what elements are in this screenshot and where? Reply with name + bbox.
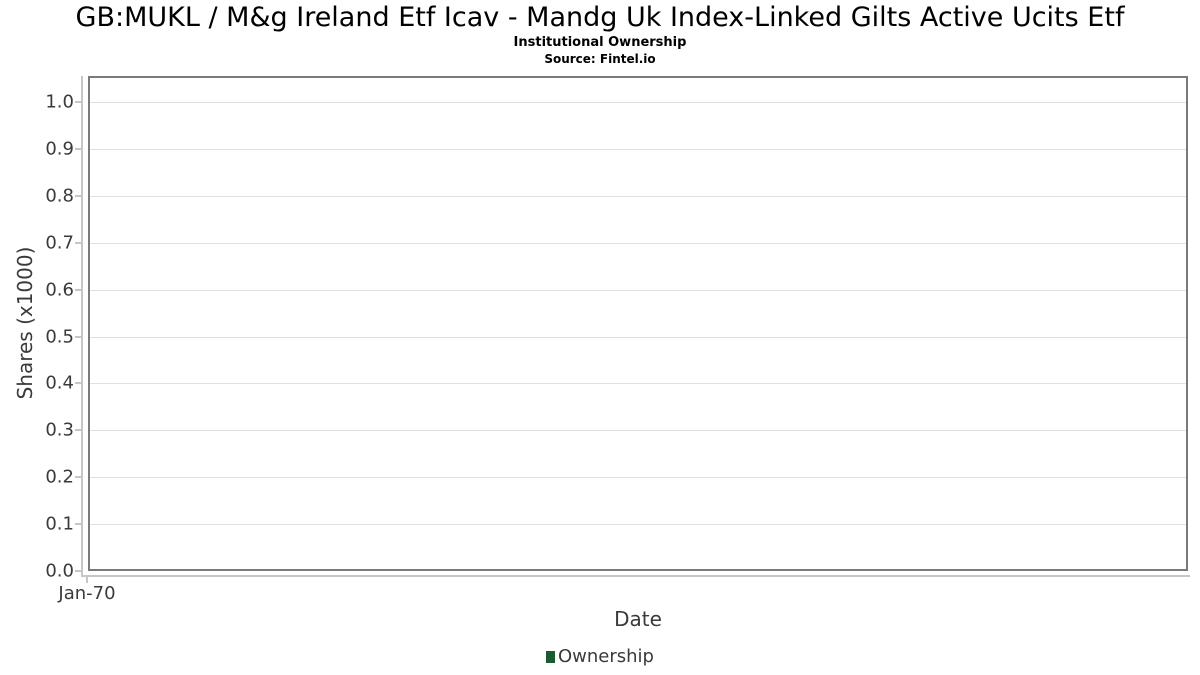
y-tick-label: 0.6 [45, 279, 74, 301]
gridline [90, 383, 1186, 385]
x-axis-title: Date [614, 607, 662, 631]
y-axis-line [81, 76, 83, 577]
y-tick-mark [75, 241, 81, 244]
y-tick-mark [75, 429, 81, 432]
y-tick-label: 0.8 [45, 185, 74, 207]
y-tick-label: 0.0 [45, 560, 74, 582]
gridline [90, 477, 1186, 479]
legend-marker-square [546, 650, 555, 663]
legend-label: Ownership [558, 646, 654, 667]
x-axis-line [81, 575, 1190, 577]
y-tick-mark [75, 523, 81, 526]
y-tick-mark [75, 570, 81, 572]
chart-title: GB:MUKL / M&g Ireland Etf Icav - Mandg U… [75, 2, 1125, 33]
y-tick-mark [75, 194, 81, 197]
y-tick-label: 0.9 [45, 138, 74, 160]
y-tick-label: 0.3 [45, 419, 74, 441]
y-tick-label: 0.1 [45, 513, 74, 535]
gridline [90, 524, 1186, 526]
chart-source: Source: Fintel.io [544, 52, 656, 66]
y-axis: 1.0 0.9 0.8 0.7 0.6 0.5 0.4 0.3 0.2 0.1 0.0 [0, 76, 88, 582]
plot-area [88, 76, 1188, 571]
y-tick-label: 0.7 [45, 232, 74, 254]
y-tick-label: 0.4 [45, 372, 74, 394]
gridline [90, 242, 1186, 244]
y-tick-mark [75, 147, 81, 150]
gridline [90, 336, 1186, 338]
gridline [90, 102, 1186, 103]
gridline [90, 289, 1186, 291]
y-tick-label: 1.0 [45, 91, 74, 113]
x-tick-label: Jan-70 [58, 583, 116, 604]
y-axis-title: Shares (x1000) [13, 246, 37, 400]
y-tick-label: 0.2 [45, 466, 74, 488]
y-tick-mark [75, 335, 81, 338]
gridline [90, 148, 1186, 150]
x-tick-mark [86, 577, 88, 583]
legend: Ownership [0, 646, 1200, 667]
y-tick-mark [75, 382, 81, 385]
gridline [90, 430, 1186, 432]
y-tick-mark [75, 288, 81, 291]
y-tick-mark [75, 101, 81, 103]
y-tick-mark [75, 476, 81, 479]
chart-subtitle: Institutional Ownership [513, 35, 687, 50]
gridline [90, 195, 1186, 197]
y-tick-label: 0.5 [45, 326, 74, 347]
